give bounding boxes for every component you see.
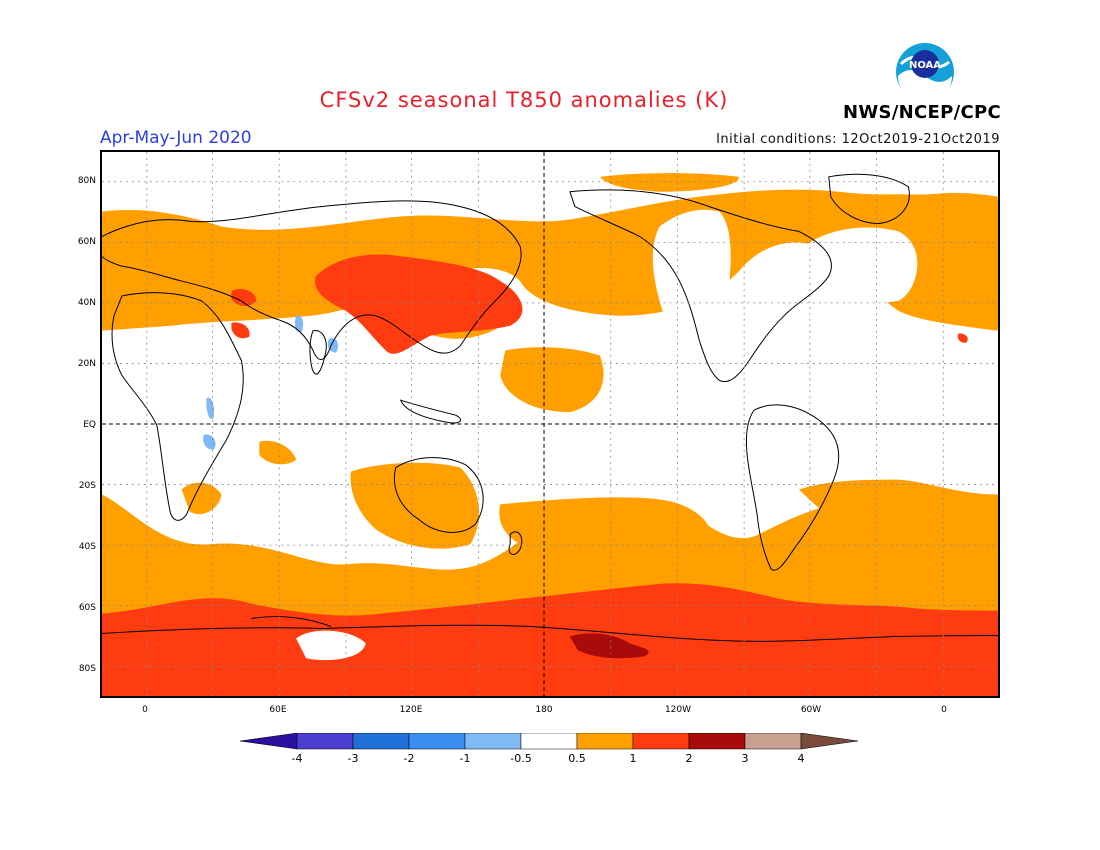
colorbar-cell-6 — [576, 733, 634, 750]
lon-label-120e: 120E — [399, 705, 423, 715]
colorbar-label: -1 — [459, 752, 471, 765]
colorbar — [240, 733, 859, 750]
colorbar-label: 2 — [685, 752, 693, 765]
colorbar-cell-3 — [408, 733, 466, 750]
lat-label-eq: EQ — [83, 420, 96, 430]
lon-label-120w: 120W — [664, 705, 692, 715]
colorbar-cell-8 — [688, 733, 746, 750]
northern-red-patch — [231, 254, 968, 354]
lon-label-0-east: 0 — [941, 705, 947, 715]
gridlines — [102, 152, 998, 696]
lat-label-80n: 80N — [77, 176, 96, 186]
colorbar-cell-5 — [520, 733, 578, 750]
southern-white-patch — [296, 382, 725, 661]
colorbar-label: -3 — [347, 752, 359, 765]
southern-hemisphere-orange — [181, 440, 998, 569]
chart-title: CFSv2 seasonal T850 anomalies (K) — [319, 88, 729, 112]
colorbar-label: 0.5 — [568, 752, 586, 765]
anomaly-map — [100, 150, 1000, 698]
lon-label-180: 180 — [535, 705, 553, 715]
colorbar-arrow-high — [800, 733, 859, 750]
colorbar-label: -2 — [403, 752, 415, 765]
agency-label: NWS/NCEP/CPC — [843, 102, 1002, 123]
colorbar-cell-2 — [352, 733, 410, 750]
southern-dark-red-patch — [569, 633, 649, 659]
lat-label-40n: 40N — [77, 298, 96, 308]
noaa-logo-icon: NOAA — [896, 43, 954, 102]
colorbar-label: 4 — [797, 752, 805, 765]
season-label: Apr-May-Jun 2020 — [100, 128, 252, 148]
lat-label-80s: 80S — [78, 664, 96, 674]
lat-label-20s: 20S — [78, 481, 96, 491]
lat-label-60s: 60S — [78, 603, 96, 613]
logo-text: NOAA — [909, 60, 941, 71]
colorbar-cell-4 — [464, 733, 522, 750]
equator-dateline — [102, 152, 998, 696]
colorbar-arrow-low — [240, 733, 298, 750]
initial-conditions-label: Initial conditions: 12Oct2019-21Oct2019 — [716, 132, 1000, 147]
colorbar-cell-9 — [744, 733, 802, 750]
colorbar-cell-1 — [296, 733, 354, 750]
colorbar-label: 3 — [741, 752, 749, 765]
southern-red-band — [102, 583, 998, 696]
lat-label-60n: 60N — [77, 237, 96, 247]
colorbar-cell-7 — [632, 733, 690, 750]
colorbar-label: -0.5 — [510, 752, 532, 765]
lat-label-20n: 20N — [77, 359, 96, 369]
lon-label-60e: 60E — [269, 705, 287, 715]
colorbar-label: 1 — [629, 752, 637, 765]
lon-label-0: 0 — [142, 705, 148, 715]
coastlines — [102, 173, 998, 642]
lon-label-60w: 60W — [800, 705, 822, 715]
colorbar-label: -4 — [291, 752, 303, 765]
lat-label-40s: 40S — [78, 542, 96, 552]
